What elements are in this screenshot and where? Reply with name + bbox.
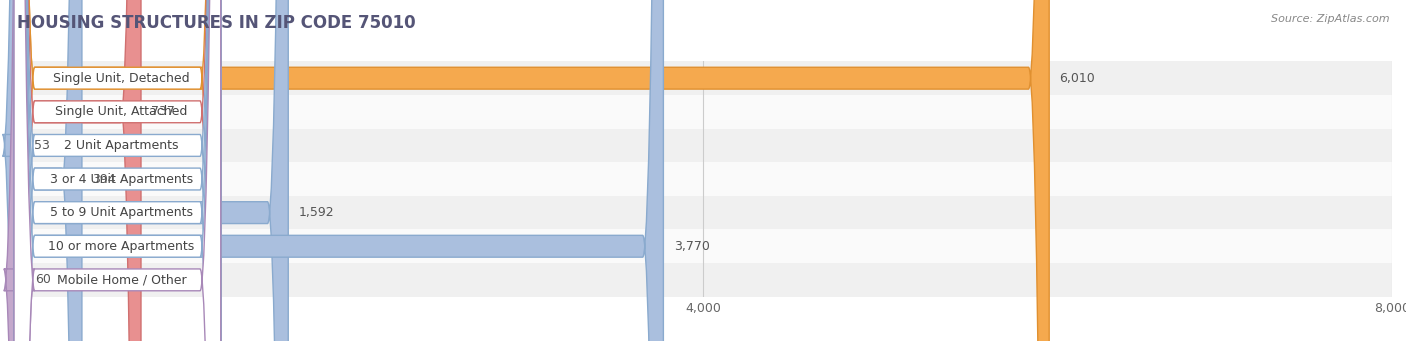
Text: 60: 60 xyxy=(35,273,51,286)
Text: 394: 394 xyxy=(93,173,115,186)
FancyBboxPatch shape xyxy=(14,0,221,341)
FancyBboxPatch shape xyxy=(14,0,288,341)
Text: 53: 53 xyxy=(34,139,49,152)
FancyBboxPatch shape xyxy=(14,0,82,341)
FancyBboxPatch shape xyxy=(14,0,221,341)
Bar xyxy=(14,196,1392,229)
Bar xyxy=(14,162,1392,196)
FancyBboxPatch shape xyxy=(14,0,1049,341)
Bar xyxy=(14,229,1392,263)
Text: 10 or more Apartments: 10 or more Apartments xyxy=(48,240,194,253)
FancyBboxPatch shape xyxy=(14,0,221,341)
Text: 6,010: 6,010 xyxy=(1060,72,1095,85)
Text: 1,592: 1,592 xyxy=(298,206,335,219)
Text: 5 to 9 Unit Apartments: 5 to 9 Unit Apartments xyxy=(51,206,193,219)
Bar xyxy=(14,95,1392,129)
Text: 3,770: 3,770 xyxy=(673,240,710,253)
Text: 737: 737 xyxy=(152,105,176,118)
Text: Single Unit, Detached: Single Unit, Detached xyxy=(53,72,190,85)
FancyBboxPatch shape xyxy=(14,0,221,341)
FancyBboxPatch shape xyxy=(4,0,35,341)
Text: Source: ZipAtlas.com: Source: ZipAtlas.com xyxy=(1271,14,1389,24)
FancyBboxPatch shape xyxy=(14,0,664,341)
FancyBboxPatch shape xyxy=(3,0,35,341)
Text: Single Unit, Attached: Single Unit, Attached xyxy=(55,105,188,118)
Bar xyxy=(14,129,1392,162)
FancyBboxPatch shape xyxy=(14,0,221,341)
Text: 3 or 4 Unit Apartments: 3 or 4 Unit Apartments xyxy=(51,173,193,186)
FancyBboxPatch shape xyxy=(14,0,221,341)
Text: HOUSING STRUCTURES IN ZIP CODE 75010: HOUSING STRUCTURES IN ZIP CODE 75010 xyxy=(17,14,416,32)
Bar xyxy=(14,61,1392,95)
Bar xyxy=(14,263,1392,297)
FancyBboxPatch shape xyxy=(14,0,221,341)
Text: Mobile Home / Other: Mobile Home / Other xyxy=(56,273,187,286)
Text: 2 Unit Apartments: 2 Unit Apartments xyxy=(65,139,179,152)
FancyBboxPatch shape xyxy=(14,0,141,341)
